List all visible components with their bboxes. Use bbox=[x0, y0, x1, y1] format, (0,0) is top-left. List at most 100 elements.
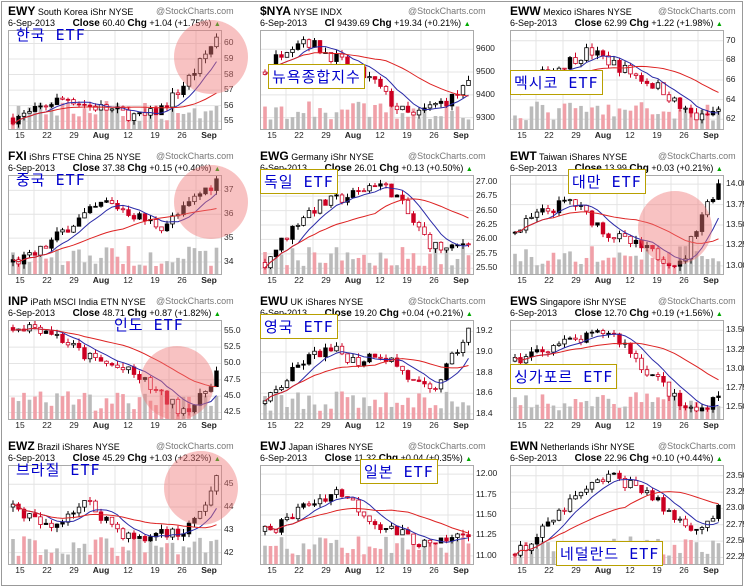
volume-bar bbox=[351, 103, 355, 129]
candle bbox=[109, 200, 115, 204]
volume-bar bbox=[529, 549, 534, 564]
chart-panel-ewy[interactable]: EWY South Korea iShr NYSE @StockCharts.co… bbox=[4, 2, 250, 146]
candle bbox=[655, 497, 661, 501]
volume-bar bbox=[601, 395, 605, 419]
exchange: NYSE bbox=[607, 7, 632, 17]
chart-panel-nya[interactable]: $NYA NYSE INDX @StockCharts.com 6-Sep-201… bbox=[256, 2, 502, 146]
candle bbox=[350, 357, 356, 363]
chart-panel-ewj[interactable]: EWJ Japan iShares NYSE @StockCharts.com 6… bbox=[256, 437, 502, 581]
volume-bar bbox=[307, 395, 311, 419]
quote-line: 6-Sep-2013 Close 11.32 Chg +0.04 (+0.35%… bbox=[260, 453, 472, 464]
chg-percent: (+0.40%) bbox=[174, 163, 212, 173]
price-plot[interactable] bbox=[8, 465, 222, 565]
candle bbox=[655, 248, 661, 260]
volume-bar bbox=[99, 537, 103, 564]
chg-percent: (+0.21%) bbox=[676, 163, 714, 173]
y-tick-label: 19.2 bbox=[476, 325, 493, 336]
volume-bar bbox=[71, 250, 76, 274]
candle bbox=[512, 357, 518, 362]
chart-panel-ewt[interactable]: EWT Taiwan iShares NYSE @StockCharts.com … bbox=[506, 147, 744, 291]
volume-bar bbox=[137, 539, 142, 564]
candle bbox=[716, 183, 721, 200]
candle bbox=[699, 527, 705, 530]
price-plot[interactable] bbox=[8, 30, 222, 130]
volume-bar bbox=[639, 402, 644, 419]
x-tick-label: 19 bbox=[150, 420, 160, 430]
chart-panel-inp[interactable]: INP iPath MSCI India ETN NYSE @StockChart… bbox=[4, 292, 250, 436]
volume-bar bbox=[444, 247, 449, 274]
volume-bar bbox=[584, 111, 589, 129]
up-triangle-icon: ▲ bbox=[463, 21, 471, 28]
watermark: @StockCharts.com bbox=[658, 441, 736, 451]
x-axis: 15 22 29 Aug 12 19 26 Sep bbox=[510, 420, 722, 432]
chart-panel-ewg[interactable]: EWG Germany iShr NYSE @StockCharts.com 6-… bbox=[256, 147, 502, 291]
volume-bar bbox=[329, 253, 333, 274]
candle bbox=[411, 533, 416, 545]
chart-panel-ewu[interactable]: EWU UK iShares NYSE @StockCharts.com 6-Se… bbox=[256, 292, 502, 436]
chg-value: +0.19 bbox=[651, 308, 675, 318]
candle bbox=[126, 109, 131, 121]
volume-bar bbox=[340, 109, 344, 129]
moving-average-long bbox=[514, 342, 719, 381]
candle bbox=[562, 509, 567, 512]
volume-bar bbox=[33, 540, 37, 564]
volume-bar bbox=[411, 542, 416, 564]
chart-panel-fxi[interactable]: FXI iShrs FTSE China 25 NYSE @StockCharts… bbox=[4, 147, 250, 291]
volume-bar bbox=[121, 263, 125, 274]
volume-bar bbox=[323, 112, 328, 129]
volume-bar bbox=[340, 260, 344, 274]
candle bbox=[372, 185, 378, 188]
highlight-circle bbox=[140, 346, 214, 420]
x-tick-label: Sep bbox=[703, 130, 719, 140]
candle bbox=[186, 522, 192, 535]
price-plot[interactable] bbox=[8, 175, 222, 275]
candle bbox=[617, 333, 622, 345]
watermark: @StockCharts.com bbox=[658, 6, 736, 16]
volume-bar bbox=[411, 253, 416, 274]
chart-panel-ewz[interactable]: EWZ Brazil iShares NYSE @StockCharts.com … bbox=[4, 437, 250, 581]
candle bbox=[628, 64, 633, 75]
chart-title: FXI iShrs FTSE China 25 NYSE @StockCharts… bbox=[8, 149, 234, 163]
volume-bar bbox=[705, 553, 710, 564]
volume-bar bbox=[395, 402, 399, 419]
chart-panel-ews[interactable]: EWS Singapore iShr NYSE @StockCharts.com … bbox=[506, 292, 744, 436]
chg-value: +19.34 bbox=[394, 18, 422, 28]
x-tick-label: 12 bbox=[375, 130, 385, 140]
volume-bar bbox=[351, 549, 355, 564]
up-triangle-icon: ▲ bbox=[715, 456, 723, 463]
candle bbox=[389, 90, 394, 107]
candle bbox=[49, 239, 54, 249]
volume-bar bbox=[176, 113, 180, 129]
volume-bar bbox=[334, 391, 339, 419]
x-tick-label: 29 bbox=[571, 275, 581, 285]
volume-bar bbox=[77, 249, 81, 274]
chart-title: $NYA NYSE INDX @StockCharts.com bbox=[260, 4, 486, 18]
candle bbox=[650, 490, 655, 501]
y-tick-label: 52.5 bbox=[224, 341, 241, 352]
symbol: FXI bbox=[8, 149, 27, 163]
y-tick-label: 18.4 bbox=[476, 407, 493, 418]
chart-panel-ewn[interactable]: EWN Netherlands iShr NYSE @StockCharts.co… bbox=[506, 437, 744, 581]
volume-bar bbox=[535, 101, 539, 129]
y-tick-label: 26.00 bbox=[476, 233, 498, 244]
volume-bar bbox=[540, 104, 545, 129]
candle bbox=[197, 510, 203, 519]
candle bbox=[405, 199, 411, 215]
volume-bar bbox=[422, 265, 427, 274]
symbol: EWG bbox=[260, 149, 289, 163]
candle bbox=[148, 108, 153, 116]
price-plot[interactable] bbox=[8, 320, 222, 420]
x-tick-label: 26 bbox=[429, 565, 439, 575]
volume-bar bbox=[584, 400, 589, 419]
volume-bar bbox=[678, 109, 682, 129]
volume-bar bbox=[132, 265, 136, 274]
candle bbox=[578, 59, 584, 64]
candle bbox=[694, 528, 699, 531]
x-tick-label: 12 bbox=[625, 565, 635, 575]
chg-percent: (+0.21%) bbox=[424, 18, 462, 28]
candle bbox=[622, 233, 628, 237]
chart-panel-eww[interactable]: EWW Mexico iShares NYSE @StockCharts.com … bbox=[506, 2, 744, 146]
moving-average-long bbox=[264, 198, 469, 269]
volume-bar bbox=[716, 261, 721, 274]
volume-bar bbox=[595, 105, 600, 129]
